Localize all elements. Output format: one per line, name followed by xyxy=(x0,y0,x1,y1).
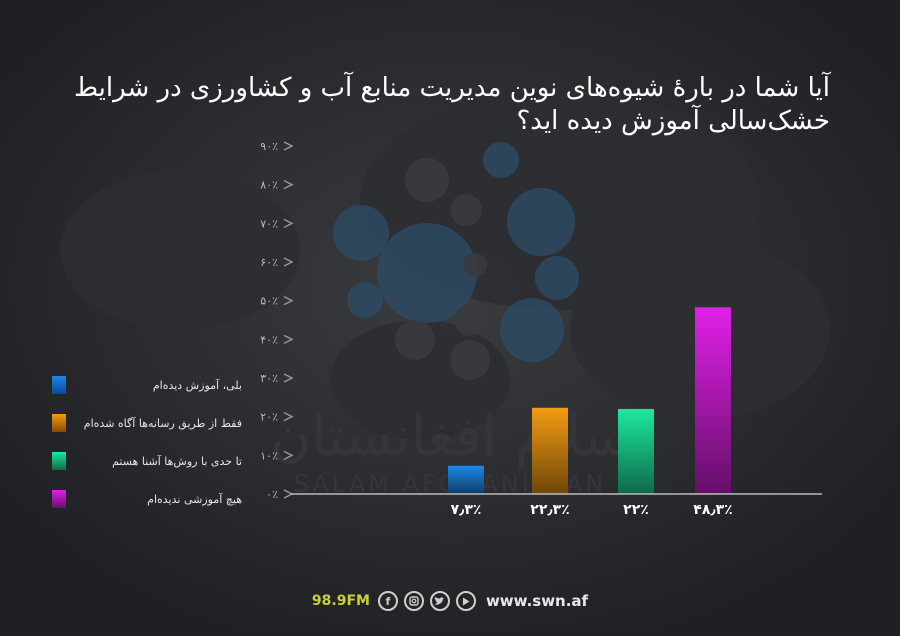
bar-value-label: ۴۸٫۳٪ xyxy=(693,502,732,518)
bar-shade xyxy=(532,407,568,494)
y-tick-label: ۲۰٪ xyxy=(260,411,278,424)
y-tick-marker xyxy=(283,334,294,344)
logo-circles xyxy=(333,142,579,362)
legend-item: فقط از طریق رسانه‌ها آگاه شده‌ام xyxy=(52,404,242,442)
legend-item: هیچ آموزشی ندیده‌ام xyxy=(52,480,242,518)
station-frequency: 98.9FM xyxy=(311,593,370,609)
y-tick-label: ۱۰٪ xyxy=(260,449,278,462)
footer: 98.9FM f www.swn.af xyxy=(0,588,900,614)
watermark-persian: سلام افغانستان xyxy=(270,404,630,469)
twitter-icon[interactable] xyxy=(429,591,450,611)
y-tick-label: ۳۰٪ xyxy=(260,372,278,385)
y-tick-label: ۷۰٪ xyxy=(260,217,278,230)
instagram-icon[interactable] xyxy=(403,591,424,611)
facebook-icon[interactable]: f xyxy=(377,591,398,611)
y-tick-label: ۶۰٪ xyxy=(260,256,278,269)
y-tick-marker xyxy=(283,180,294,190)
y-tick-label: ۸۰٪ xyxy=(260,179,278,192)
y-tick-label: ۰٪ xyxy=(266,488,278,501)
y-tick-marker xyxy=(283,257,294,267)
y-tick-marker xyxy=(283,412,294,422)
legend-label: فقط از طریق رسانه‌ها آگاه شده‌ام xyxy=(83,416,242,430)
y-tick-label: ۴۰٪ xyxy=(260,333,278,346)
legend-item: تا حدی با روش‌ها آشنا هستم xyxy=(52,442,242,480)
website-url[interactable]: www.swn.af xyxy=(485,592,589,610)
chart-title: آیا شما در بارهٔ شیوه‌های نوین مدیریت من… xyxy=(74,73,830,136)
y-tick-marker xyxy=(283,373,294,383)
y-tick-marker xyxy=(283,218,294,228)
y-tick-marker xyxy=(283,296,294,306)
y-tick-marker xyxy=(283,450,294,460)
y-tick-marker xyxy=(283,141,294,151)
bar-value-label: ۷٫۳٪ xyxy=(451,502,482,518)
legend-label: تا حدی با روش‌ها آشنا هستم xyxy=(112,454,242,468)
legend-item: بلی، آموزش دیده‌ام xyxy=(52,366,242,404)
legend-label: بلی، آموزش دیده‌ام xyxy=(152,378,242,392)
bar-value-label: ۲۲٪ xyxy=(623,502,649,518)
y-tick-marker xyxy=(283,489,294,499)
legend: بلی، آموزش دیده‌ام فقط از طریق رسانه‌ها … xyxy=(52,366,242,518)
y-tick-label: ۹۰٪ xyxy=(260,140,278,153)
legend-swatch-green xyxy=(52,452,66,470)
bar-shade xyxy=(695,307,731,494)
bar-value-label: ۲۲٫۳٪ xyxy=(530,502,569,518)
legend-swatch-magenta xyxy=(52,490,66,508)
bar-shade xyxy=(448,465,484,494)
legend-swatch-blue xyxy=(52,376,66,394)
y-tick-label: ۵۰٪ xyxy=(260,295,278,308)
youtube-icon[interactable] xyxy=(455,591,476,611)
legend-label: هیچ آموزشی ندیده‌ام xyxy=(147,492,242,506)
legend-swatch-orange xyxy=(52,414,66,432)
bar-shade xyxy=(618,408,654,494)
